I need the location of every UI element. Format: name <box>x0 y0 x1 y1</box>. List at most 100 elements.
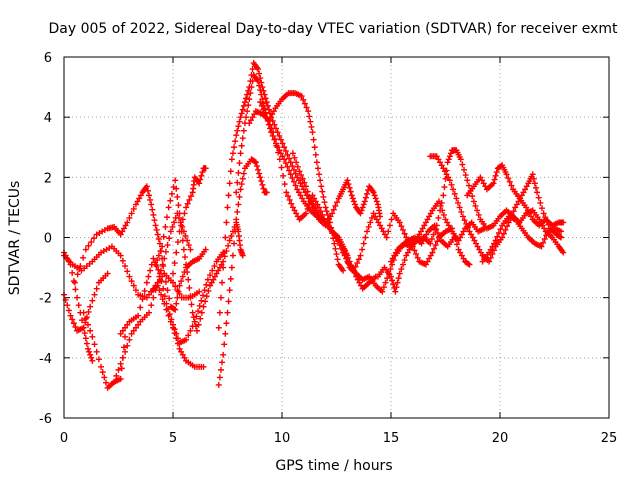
data-point <box>520 189 527 196</box>
data-point <box>287 171 294 178</box>
data-point <box>91 291 98 298</box>
data-point <box>480 180 487 187</box>
data-point <box>382 231 389 238</box>
data-point <box>332 245 339 252</box>
data-point <box>277 136 284 143</box>
data-point <box>171 330 178 337</box>
data-point <box>82 335 89 342</box>
data-point <box>295 189 302 196</box>
data-point <box>398 223 405 230</box>
data-point <box>317 208 324 215</box>
data-point <box>433 153 440 160</box>
data-point <box>195 308 202 315</box>
data-point <box>259 84 266 91</box>
data-point <box>72 323 79 330</box>
data-point <box>137 304 144 311</box>
data-point <box>233 132 240 139</box>
data-point <box>258 102 265 109</box>
data-point <box>252 159 259 166</box>
data-point <box>432 242 439 249</box>
data-point <box>85 308 92 315</box>
data-point <box>249 66 256 73</box>
data-point <box>173 185 180 192</box>
data-point <box>70 320 77 327</box>
data-point <box>210 276 217 283</box>
data-point <box>388 258 394 265</box>
data-point <box>268 125 275 132</box>
data-point <box>560 249 567 256</box>
data-point <box>469 234 476 241</box>
data-point <box>124 268 131 275</box>
data-point <box>132 201 139 208</box>
data-point <box>257 174 264 181</box>
data-point <box>87 303 94 310</box>
data-point <box>262 110 269 117</box>
data-point <box>294 186 301 193</box>
data-point <box>188 301 195 308</box>
data-point <box>207 282 214 289</box>
data-point <box>289 175 296 182</box>
data-point <box>301 100 308 107</box>
data-point <box>211 273 218 280</box>
data-point <box>184 200 191 207</box>
data-point <box>303 104 310 111</box>
data-point <box>286 167 293 174</box>
data-point <box>294 163 301 170</box>
series-trace-10 <box>148 282 207 370</box>
data-point <box>486 249 493 256</box>
data-point <box>244 91 251 98</box>
data-point <box>220 351 227 358</box>
series-trace-4 <box>71 183 209 313</box>
data-point <box>401 230 408 237</box>
x-tick-label: 20 <box>492 431 509 446</box>
data-point <box>446 153 453 160</box>
data-point <box>491 240 498 247</box>
data-point <box>279 153 286 160</box>
data-point <box>176 228 183 235</box>
data-point <box>505 175 512 182</box>
data-point <box>159 261 166 268</box>
series-trace-20 <box>388 147 567 265</box>
data-point <box>196 302 203 309</box>
data-point <box>240 170 247 177</box>
data-point <box>390 281 397 288</box>
data-point <box>411 247 418 254</box>
data-point <box>293 159 300 166</box>
data-point <box>441 184 448 191</box>
data-point <box>403 252 410 259</box>
data-point <box>269 111 276 118</box>
data-point <box>312 151 319 158</box>
data-point <box>318 183 325 190</box>
data-point <box>314 213 321 220</box>
data-point <box>253 163 260 170</box>
data-point <box>373 198 380 205</box>
data-point <box>146 309 153 316</box>
data-point <box>126 273 133 280</box>
data-point <box>170 324 176 331</box>
data-point <box>89 333 96 340</box>
data-point <box>175 202 182 209</box>
data-point <box>317 177 324 184</box>
data-point <box>237 114 244 121</box>
data-point <box>518 192 525 199</box>
data-point <box>150 294 157 301</box>
data-point <box>181 354 188 361</box>
data-point <box>157 248 164 255</box>
data-point <box>384 275 391 282</box>
data-point <box>291 207 298 214</box>
data-point <box>273 142 280 149</box>
data-point <box>418 240 425 247</box>
data-point <box>128 210 135 217</box>
data-point <box>504 223 511 230</box>
data-point <box>340 246 347 253</box>
data-point <box>158 278 165 285</box>
data-point <box>320 193 327 200</box>
data-point <box>167 197 174 204</box>
data-point <box>524 207 531 214</box>
x-tick-label: 15 <box>383 431 400 446</box>
data-point <box>256 170 263 177</box>
data-point <box>164 242 171 249</box>
data-point <box>497 226 504 233</box>
data-point <box>284 193 291 200</box>
data-point <box>440 165 447 172</box>
